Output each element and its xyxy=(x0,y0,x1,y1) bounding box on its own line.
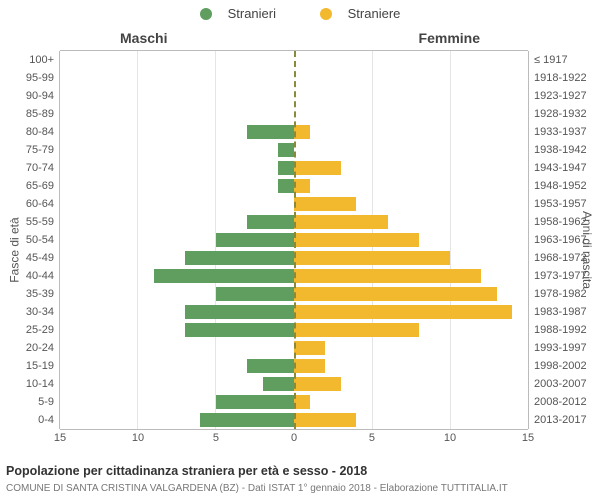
age-label: 20-24 xyxy=(6,342,54,354)
chart-caption: Popolazione per cittadinanza straniera p… xyxy=(6,464,367,478)
legend: Stranieri Straniere xyxy=(0,6,600,23)
legend-item-male: Stranieri xyxy=(190,6,286,21)
birth-years-label: 1973-1977 xyxy=(534,270,598,282)
birth-years-label: 2003-2007 xyxy=(534,378,598,390)
age-label: 25-29 xyxy=(6,324,54,336)
x-tick-label: 10 xyxy=(132,432,144,444)
bar-male xyxy=(216,287,294,301)
birth-years-label: 1948-1952 xyxy=(534,180,598,192)
bar-male xyxy=(247,125,294,139)
birth-years-label: 1933-1937 xyxy=(534,126,598,138)
bar-female xyxy=(294,215,388,229)
birth-years-label: 2008-2012 xyxy=(534,396,598,408)
x-tick-label: 0 xyxy=(291,432,297,444)
plot-area: 100+≤ 191795-991918-192290-941923-192785… xyxy=(60,50,528,430)
age-label: 45-49 xyxy=(6,252,54,264)
age-label: 80-84 xyxy=(6,126,54,138)
chart-subcaption: COMUNE DI SANTA CRISTINA VALGARDENA (BZ)… xyxy=(6,483,508,494)
age-label: 65-69 xyxy=(6,180,54,192)
legend-swatch-female xyxy=(320,8,332,20)
birth-years-label: 1923-1927 xyxy=(534,90,598,102)
bar-male xyxy=(185,323,294,337)
x-axis-ticks: 15105051015 xyxy=(60,432,528,448)
birth-years-label: 1998-2002 xyxy=(534,360,598,372)
x-tick-label: 15 xyxy=(522,432,534,444)
birth-years-label: 1918-1922 xyxy=(534,72,598,84)
age-label: 55-59 xyxy=(6,216,54,228)
bar-female xyxy=(294,251,450,265)
age-label: 15-19 xyxy=(6,360,54,372)
age-label: 85-89 xyxy=(6,108,54,120)
birth-years-label: 1928-1932 xyxy=(534,108,598,120)
bar-female xyxy=(294,377,341,391)
bar-female xyxy=(294,125,310,139)
age-label: 100+ xyxy=(6,54,54,66)
bar-female xyxy=(294,341,325,355)
bar-male xyxy=(278,143,294,157)
age-label: 90-94 xyxy=(6,90,54,102)
legend-label-female: Straniere xyxy=(348,6,401,21)
bar-female xyxy=(294,359,325,373)
bar-male xyxy=(216,395,294,409)
age-label: 30-34 xyxy=(6,306,54,318)
x-tick-label: 15 xyxy=(54,432,66,444)
male-column-title: Maschi xyxy=(120,30,167,46)
x-tick-label: 10 xyxy=(444,432,456,444)
population-pyramid-chart: Stranieri Straniere Maschi Femmine Fasce… xyxy=(0,0,600,500)
age-label: 10-14 xyxy=(6,378,54,390)
x-tick-label: 5 xyxy=(369,432,375,444)
bar-male xyxy=(200,413,294,427)
age-label: 50-54 xyxy=(6,234,54,246)
age-label: 35-39 xyxy=(6,288,54,300)
birth-years-label: 1943-1947 xyxy=(534,162,598,174)
bar-male xyxy=(216,233,294,247)
bar-male xyxy=(278,161,294,175)
birth-years-label: 1953-1957 xyxy=(534,198,598,210)
bar-female xyxy=(294,287,497,301)
birth-years-label: 2013-2017 xyxy=(534,414,598,426)
legend-label-male: Stranieri xyxy=(228,6,276,21)
bar-male xyxy=(247,359,294,373)
bar-male xyxy=(263,377,294,391)
age-label: 0-4 xyxy=(6,414,54,426)
bar-male xyxy=(278,179,294,193)
female-column-title: Femmine xyxy=(419,30,480,46)
bar-female xyxy=(294,161,341,175)
age-label: 60-64 xyxy=(6,198,54,210)
bar-female xyxy=(294,269,481,283)
birth-years-label: 1958-1962 xyxy=(534,216,598,228)
x-tick-label: 5 xyxy=(213,432,219,444)
birth-years-label: 1983-1987 xyxy=(534,306,598,318)
legend-item-female: Straniere xyxy=(310,6,411,21)
birth-years-label: 1963-1967 xyxy=(534,234,598,246)
center-axis-line xyxy=(294,51,296,429)
birth-years-label: 1978-1982 xyxy=(534,288,598,300)
bar-female xyxy=(294,413,356,427)
bar-male xyxy=(154,269,294,283)
birth-years-label: 1993-1997 xyxy=(534,342,598,354)
bar-female xyxy=(294,395,310,409)
grid-line xyxy=(528,51,529,429)
bar-female xyxy=(294,305,512,319)
birth-years-label: ≤ 1917 xyxy=(534,54,598,66)
bar-female xyxy=(294,233,419,247)
age-label: 95-99 xyxy=(6,72,54,84)
bar-male xyxy=(247,215,294,229)
bar-female xyxy=(294,323,419,337)
age-label: 70-74 xyxy=(6,162,54,174)
birth-years-label: 1968-1972 xyxy=(534,252,598,264)
age-label: 75-79 xyxy=(6,144,54,156)
age-label: 5-9 xyxy=(6,396,54,408)
bar-male xyxy=(185,305,294,319)
birth-years-label: 1988-1992 xyxy=(534,324,598,336)
legend-swatch-male xyxy=(200,8,212,20)
bar-male xyxy=(185,251,294,265)
birth-years-label: 1938-1942 xyxy=(534,144,598,156)
bar-female xyxy=(294,179,310,193)
bar-female xyxy=(294,197,356,211)
age-label: 40-44 xyxy=(6,270,54,282)
